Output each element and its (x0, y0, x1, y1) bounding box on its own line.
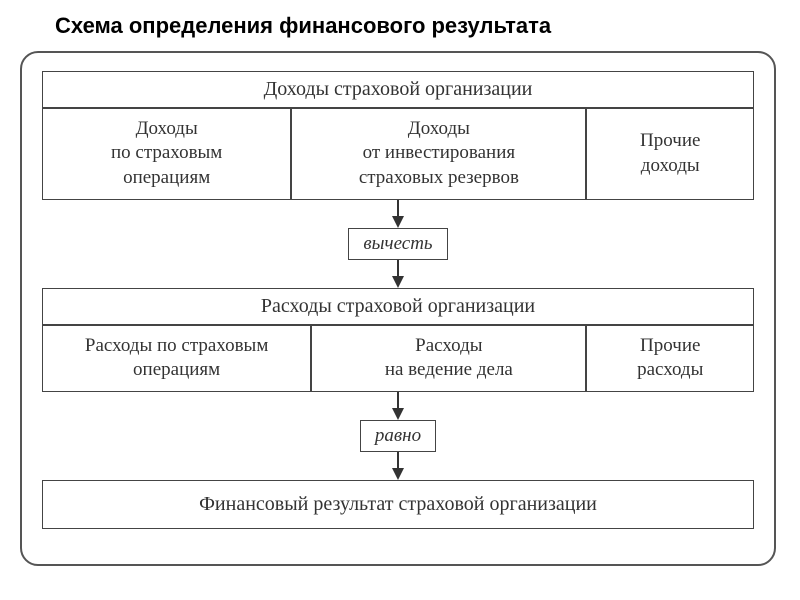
income-cell-1: Доходы от инвестирования страховых резер… (291, 108, 586, 200)
op-subtract-wrapper: вычесть (42, 228, 754, 260)
expense-block: Расходы страховой организации Расходы по… (42, 288, 754, 392)
op-subtract: вычесть (348, 228, 447, 260)
page-title: Схема определения финансового результата (55, 12, 780, 41)
arrow-down-icon (388, 392, 408, 420)
expense-cell-2-line1: Прочие (640, 334, 700, 359)
income-block: Доходы страховой организации Доходы по с… (42, 71, 754, 200)
expense-cell-1-line1: Расходы (415, 334, 482, 359)
income-cell-1-line2: от инвестирования (363, 141, 516, 166)
expense-cell-2-line2: расходы (637, 358, 703, 383)
income-header: Доходы страховой организации (42, 71, 754, 108)
expense-cell-0: Расходы по страховым операциям (42, 325, 311, 392)
diagram-container: Доходы страховой организации Доходы по с… (20, 51, 776, 566)
arrow-down-icon (388, 452, 408, 480)
op-equals: равно (360, 420, 436, 452)
expense-cell-0-line2: операциям (133, 358, 220, 383)
expense-header: Расходы страховой организации (42, 288, 754, 325)
op-equals-wrapper: равно (42, 420, 754, 452)
income-cell-2-line1: Прочие (640, 129, 700, 154)
income-cell-2-line2: доходы (641, 154, 700, 179)
income-cell-1-line3: страховых резервов (359, 166, 519, 191)
expense-cell-0-line1: Расходы по страховым (85, 334, 268, 359)
income-cell-0-line2: по страховым (111, 141, 222, 166)
expense-cell-1: Расходы на ведение дела (311, 325, 586, 392)
income-cell-0-line1: Доходы (136, 117, 198, 142)
arrow-down-icon (388, 260, 408, 288)
income-cell-0: Доходы по страховым операциям (42, 108, 291, 200)
arrow-down-icon (388, 200, 408, 228)
result-box: Финансовый результат страховой организац… (42, 480, 754, 529)
income-cell-2: Прочие доходы (586, 108, 754, 200)
income-cell-1-line1: Доходы (408, 117, 470, 142)
income-row: Доходы по страховым операциям Доходы от … (42, 108, 754, 200)
expense-cell-2: Прочие расходы (586, 325, 754, 392)
expense-cell-1-line2: на ведение дела (385, 358, 513, 383)
income-cell-0-line3: операциям (123, 166, 210, 191)
expense-row: Расходы по страховым операциям Расходы н… (42, 325, 754, 392)
